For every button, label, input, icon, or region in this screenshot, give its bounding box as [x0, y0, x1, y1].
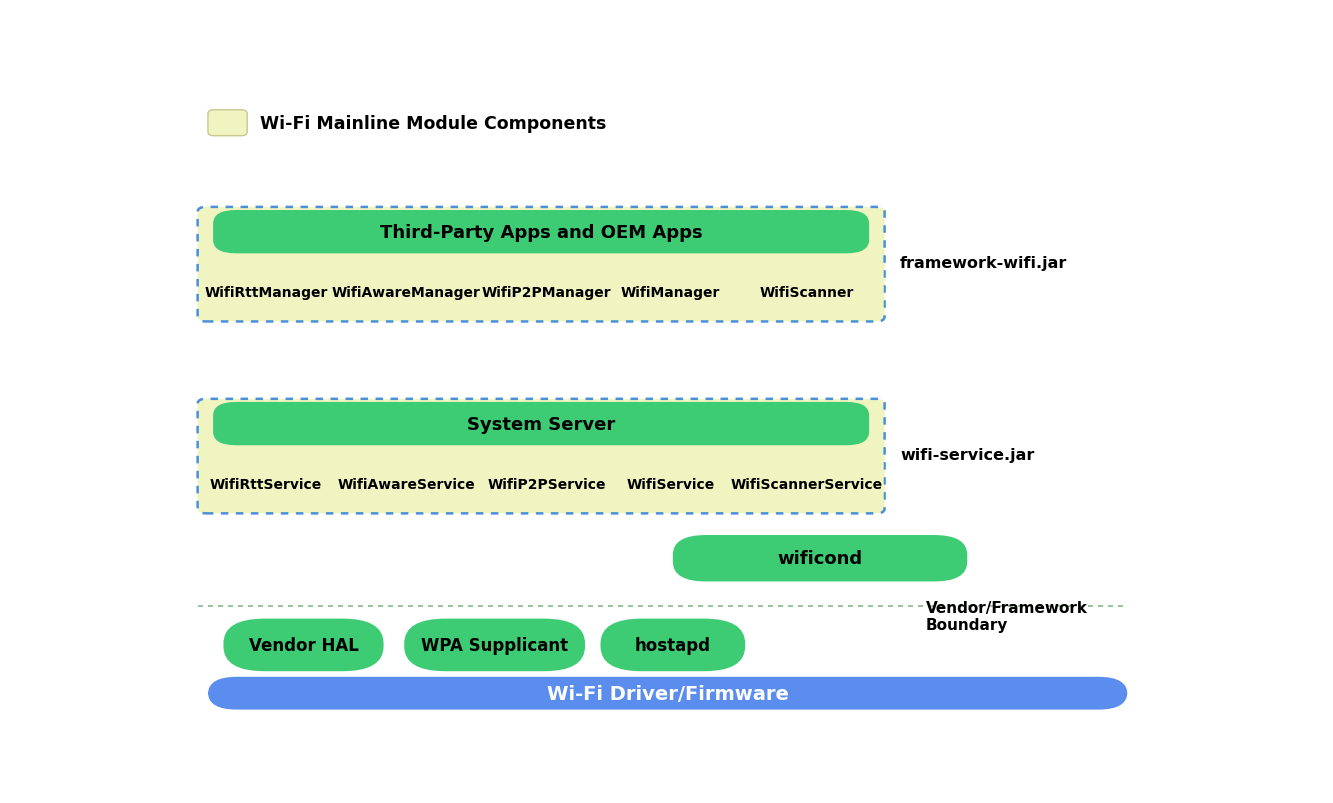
- Text: WifiService: WifiService: [627, 477, 714, 491]
- Text: Wi-Fi Mainline Module Components: Wi-Fi Mainline Module Components: [260, 115, 607, 132]
- Text: Wi-Fi Driver/Firmware: Wi-Fi Driver/Firmware: [547, 684, 789, 703]
- FancyBboxPatch shape: [208, 677, 1128, 710]
- Text: WifiAwareService: WifiAwareService: [337, 477, 475, 491]
- Text: System Server: System Server: [467, 415, 616, 433]
- Text: hostapd: hostapd: [635, 636, 710, 654]
- FancyBboxPatch shape: [616, 461, 725, 507]
- FancyBboxPatch shape: [730, 270, 884, 316]
- Text: Vendor/Framework
Boundary: Vendor/Framework Boundary: [926, 601, 1088, 633]
- Text: WifiManager: WifiManager: [621, 286, 720, 300]
- FancyBboxPatch shape: [203, 270, 329, 316]
- Text: WifiAwareManager: WifiAwareManager: [332, 286, 481, 300]
- FancyBboxPatch shape: [404, 619, 585, 671]
- Text: WifiRttManager: WifiRttManager: [204, 286, 328, 300]
- Text: wifi-service.jar: wifi-service.jar: [900, 447, 1034, 463]
- FancyBboxPatch shape: [673, 536, 968, 581]
- Text: WPA Supplicant: WPA Supplicant: [421, 636, 568, 654]
- Text: WifiRttService: WifiRttService: [209, 477, 323, 491]
- FancyBboxPatch shape: [484, 270, 609, 316]
- Text: WifiScanner: WifiScanner: [760, 286, 854, 300]
- Text: WifiP2PManager: WifiP2PManager: [483, 286, 612, 300]
- FancyBboxPatch shape: [213, 210, 869, 254]
- FancyBboxPatch shape: [335, 461, 477, 507]
- FancyBboxPatch shape: [730, 461, 884, 507]
- FancyBboxPatch shape: [335, 270, 477, 316]
- FancyBboxPatch shape: [197, 208, 885, 322]
- Text: WifiP2PService: WifiP2PService: [488, 477, 607, 491]
- Text: WifiScannerService: WifiScannerService: [730, 477, 884, 491]
- FancyBboxPatch shape: [484, 461, 609, 507]
- Text: Vendor HAL: Vendor HAL: [248, 636, 359, 654]
- FancyBboxPatch shape: [203, 461, 329, 507]
- Text: framework-wifi.jar: framework-wifi.jar: [900, 256, 1068, 271]
- FancyBboxPatch shape: [616, 270, 725, 316]
- FancyBboxPatch shape: [600, 619, 745, 671]
- FancyBboxPatch shape: [213, 402, 869, 446]
- FancyBboxPatch shape: [224, 619, 384, 671]
- Text: wificond: wificond: [777, 549, 862, 568]
- FancyBboxPatch shape: [208, 111, 247, 137]
- FancyBboxPatch shape: [197, 399, 885, 514]
- Text: Third-Party Apps and OEM Apps: Third-Party Apps and OEM Apps: [380, 223, 702, 242]
